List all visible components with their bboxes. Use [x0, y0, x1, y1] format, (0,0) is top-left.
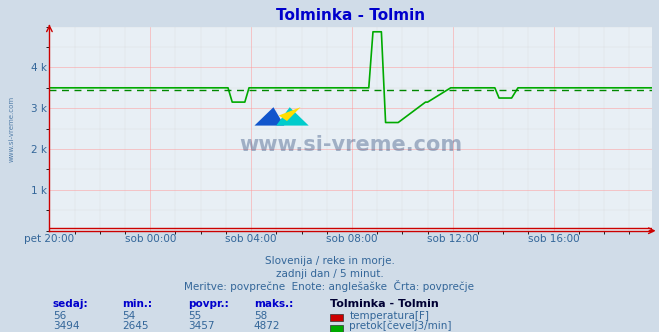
Title: Tolminka - Tolmin: Tolminka - Tolmin [276, 8, 426, 23]
Polygon shape [279, 107, 301, 121]
Text: www.si-vreme.com: www.si-vreme.com [9, 96, 15, 162]
Text: 55: 55 [188, 311, 201, 321]
Polygon shape [276, 107, 308, 125]
Text: zadnji dan / 5 minut.: zadnji dan / 5 minut. [275, 269, 384, 279]
Text: pretok[čevelj3/min]: pretok[čevelj3/min] [349, 321, 452, 331]
Text: 54: 54 [122, 311, 135, 321]
Text: 3457: 3457 [188, 321, 214, 331]
Polygon shape [254, 107, 284, 125]
Text: Tolminka - Tolmin: Tolminka - Tolmin [330, 299, 438, 309]
Text: 58: 58 [254, 311, 267, 321]
Text: sedaj:: sedaj: [53, 299, 88, 309]
Text: 3494: 3494 [53, 321, 79, 331]
Text: temperatura[F]: temperatura[F] [349, 311, 429, 321]
Text: maks.:: maks.: [254, 299, 293, 309]
Text: 2645: 2645 [122, 321, 148, 331]
Text: min.:: min.: [122, 299, 152, 309]
Text: www.si-vreme.com: www.si-vreme.com [239, 135, 463, 155]
Text: 56: 56 [53, 311, 66, 321]
Text: 4872: 4872 [254, 321, 280, 331]
Text: Meritve: povprečne  Enote: anglešaške  Črta: povprečje: Meritve: povprečne Enote: anglešaške Črt… [185, 281, 474, 292]
Text: povpr.:: povpr.: [188, 299, 229, 309]
Text: Slovenija / reke in morje.: Slovenija / reke in morje. [264, 256, 395, 266]
